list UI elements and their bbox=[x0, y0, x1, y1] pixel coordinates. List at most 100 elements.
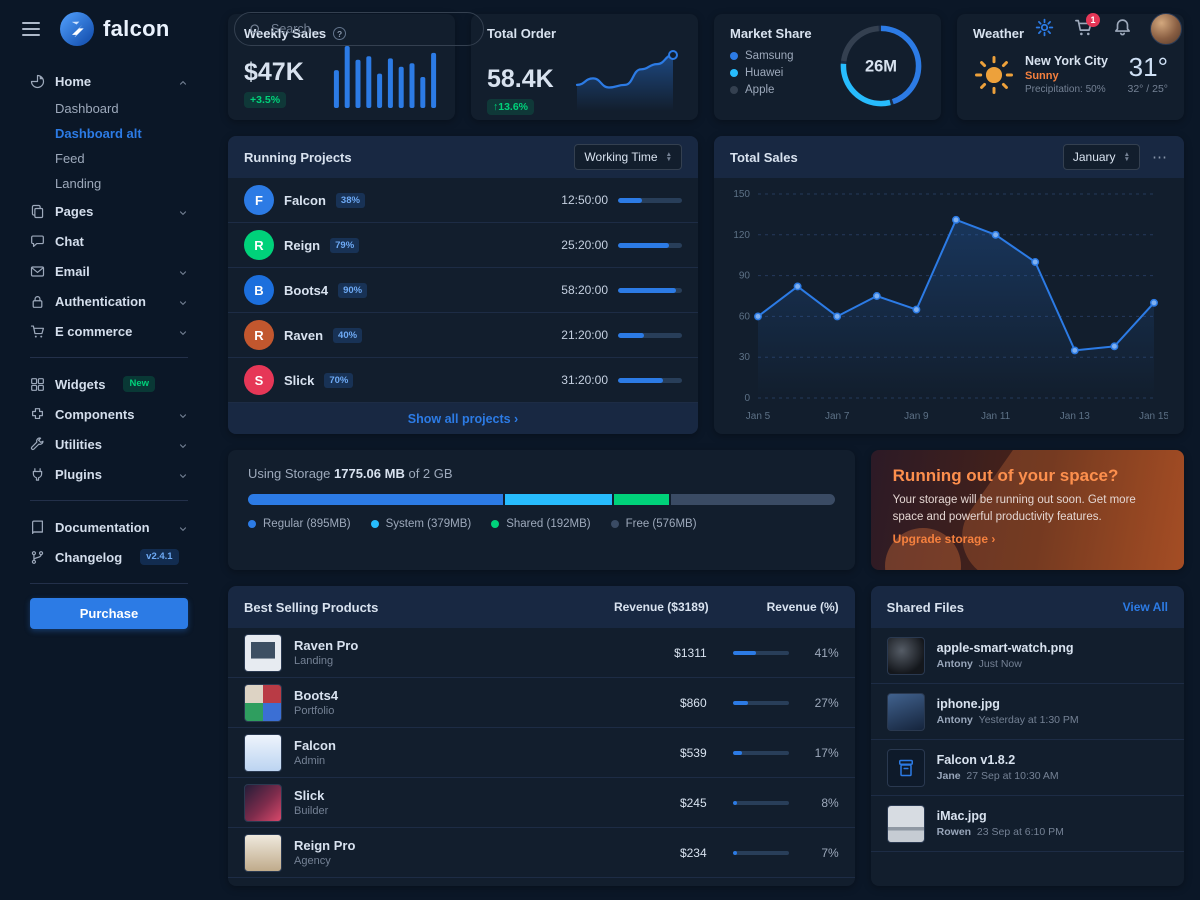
legend-label: Samsung bbox=[745, 50, 794, 62]
sidebar-item-chat[interactable]: Chat bbox=[30, 226, 188, 256]
product-percent: 8% bbox=[821, 795, 839, 810]
best-selling-title: Best Selling Products bbox=[244, 599, 379, 615]
sidebar-item-e-commerce[interactable]: E commerce bbox=[30, 316, 188, 346]
product-name[interactable]: Raven Pro bbox=[294, 638, 359, 653]
project-name[interactable]: Reign bbox=[284, 237, 321, 253]
product-row-falcon[interactable]: Falcon Admin $539 17% bbox=[228, 728, 855, 778]
file-thumbnail bbox=[886, 804, 925, 843]
total-sales-title: Total Sales bbox=[730, 149, 798, 165]
storage-legend-item: System (379MB) bbox=[370, 518, 471, 530]
file-thumbnail bbox=[886, 748, 925, 787]
file-row-falcon-v1-8-2[interactable]: Falcon v1.8.2 Jane 27 Sep at 10:30 AM bbox=[870, 740, 1184, 796]
sidebar-item-dashboard[interactable]: Dashboard bbox=[55, 101, 119, 116]
product-name[interactable]: Boots4 bbox=[294, 688, 339, 703]
sidebar-item-changelog[interactable]: Changelog v2.4.1 bbox=[30, 542, 188, 572]
falcon-logo[interactable]: falcon bbox=[60, 12, 212, 46]
product-row-raven-pro[interactable]: Raven Pro Landing $1311 41% bbox=[228, 628, 855, 678]
sidebar-item-plugins[interactable]: Plugins bbox=[30, 459, 188, 489]
sidebar-item-documentation[interactable]: Documentation bbox=[30, 512, 188, 542]
view-all-link[interactable]: View All bbox=[1122, 600, 1168, 614]
project-row-boots4[interactable]: B Boots4 90% 58:20:00 bbox=[228, 268, 698, 313]
file-name[interactable]: iphone.jpg bbox=[936, 697, 1000, 711]
total-order-badge: ↑13.6% bbox=[487, 99, 535, 115]
search-input[interactable] bbox=[271, 22, 469, 36]
project-name[interactable]: Boots4 bbox=[284, 282, 329, 298]
chevron-down-icon bbox=[178, 409, 188, 419]
chevron-down-icon bbox=[178, 266, 188, 276]
project-avatar: R bbox=[244, 230, 274, 260]
sidebar-item-widgets[interactable]: Widgets New bbox=[30, 369, 188, 399]
product-row-reign-pro[interactable]: Reign Pro Agency $234 7% bbox=[228, 828, 855, 878]
legend-label: Regular (895MB) bbox=[263, 518, 351, 530]
upgrade-storage-link[interactable]: Upgrade storage › bbox=[892, 532, 996, 547]
project-name[interactable]: Slick bbox=[284, 372, 315, 388]
legend-dot bbox=[491, 520, 500, 528]
purchase-button[interactable]: Purchase bbox=[30, 598, 188, 629]
product-name[interactable]: Falcon bbox=[294, 738, 336, 753]
product-thumbnail bbox=[244, 783, 282, 822]
project-time: 12:50:00 bbox=[561, 193, 608, 207]
user-avatar[interactable] bbox=[1150, 13, 1182, 45]
file-meta: Antony Yesterday at 1:30 PM bbox=[936, 714, 1079, 726]
sidebar-item-feed[interactable]: Feed bbox=[55, 151, 85, 166]
sidebar-item-landing[interactable]: Landing bbox=[55, 176, 102, 191]
select-carets-icon: ▲ ▼ bbox=[1123, 151, 1130, 163]
sidebar-item-utilities[interactable]: Utilities bbox=[30, 429, 188, 459]
hamburger-menu-button[interactable] bbox=[18, 18, 44, 40]
file-name[interactable]: Falcon v1.8.2 bbox=[936, 753, 1016, 767]
product-row-slick[interactable]: Slick Builder $245 8% bbox=[228, 778, 855, 828]
files-list: apple-smart-watch.png Antony Just Now ipho… bbox=[870, 628, 1184, 852]
ellipsis-icon[interactable]: ⋯ bbox=[1152, 148, 1168, 166]
legend-item-apple: Apple bbox=[730, 84, 812, 96]
show-all-projects-link[interactable]: Show all projects › bbox=[407, 411, 519, 426]
project-avatar: S bbox=[244, 365, 274, 395]
project-percent-badge: 90% bbox=[338, 282, 368, 298]
notifications-button[interactable] bbox=[1111, 18, 1133, 40]
product-percent: 7% bbox=[821, 845, 839, 860]
sidebar-item-label: Home bbox=[55, 73, 92, 89]
file-name[interactable]: apple-smart-watch.png bbox=[936, 641, 1074, 655]
select-value: Working Time bbox=[584, 150, 658, 164]
product-name[interactable]: Slick bbox=[294, 788, 325, 803]
sidebar-item-dashboard-alt[interactable]: Dashboard alt bbox=[55, 126, 142, 141]
project-row-reign[interactable]: R Reign 79% 25:20:00 bbox=[228, 223, 698, 268]
svg-text:120: 120 bbox=[733, 230, 750, 241]
storage-legend-item: Free (576MB) bbox=[610, 518, 697, 530]
sidebar-item-email[interactable]: Email bbox=[30, 256, 188, 286]
sidebar-item-home[interactable]: Home bbox=[30, 66, 188, 96]
market-share-title: Market Share bbox=[730, 26, 812, 41]
bell-icon bbox=[1113, 18, 1132, 37]
settings-gear-button[interactable] bbox=[1033, 18, 1055, 40]
falcon-logo-icon bbox=[60, 12, 94, 46]
chevron-down-icon bbox=[178, 206, 188, 216]
product-progress-bar bbox=[732, 850, 789, 855]
project-row-falcon[interactable]: F Falcon 38% 12:50:00 bbox=[228, 178, 698, 223]
search-box[interactable] bbox=[234, 12, 484, 46]
product-name[interactable]: Reign Pro bbox=[294, 838, 356, 853]
cart-button[interactable]: 1 bbox=[1072, 13, 1100, 40]
file-row-apple-smart-watch-png[interactable]: apple-smart-watch.png Antony Just Now bbox=[870, 628, 1184, 684]
product-revenue: $245 bbox=[679, 795, 707, 810]
file-row-iphone-jpg[interactable]: iphone.jpg Antony Yesterday at 1:30 PM bbox=[870, 684, 1184, 740]
sidebar-item-pages[interactable]: Pages bbox=[30, 196, 188, 226]
file-name[interactable]: iMac.jpg bbox=[936, 809, 987, 823]
svg-text:90: 90 bbox=[739, 271, 751, 282]
project-row-raven[interactable]: R Raven 40% 21:20:00 bbox=[228, 313, 698, 358]
month-select[interactable]: January ▲ ▼ bbox=[1062, 144, 1140, 170]
working-time-select[interactable]: Working Time ▲ ▼ bbox=[574, 144, 682, 170]
project-name[interactable]: Raven bbox=[284, 327, 324, 343]
sidebar-item-components[interactable]: Components bbox=[30, 399, 188, 429]
best-selling-products-card: Best Selling Products Revenue ($3189) Re… bbox=[228, 586, 855, 886]
sidebar-item-authentication[interactable]: Authentication bbox=[30, 286, 188, 316]
storage-legend-item: Shared (192MB) bbox=[491, 518, 591, 530]
file-row-imac-jpg[interactable]: iMac.jpg Rowen 23 Sep at 6:10 PM bbox=[870, 796, 1184, 852]
project-percent-badge: 38% bbox=[335, 192, 365, 208]
revenue-percent-column-header: Revenue (%) bbox=[766, 600, 839, 614]
product-row-boots4[interactable]: Boots4 Portfolio $860 27% bbox=[228, 678, 855, 728]
sidebar-item-label: Plugins bbox=[55, 466, 102, 482]
project-row-slick[interactable]: S Slick 70% 31:20:00 bbox=[228, 358, 698, 403]
archive-icon bbox=[896, 758, 916, 778]
legend-item-samsung: Samsung bbox=[730, 50, 812, 62]
project-name[interactable]: Falcon bbox=[284, 192, 326, 208]
comments-icon bbox=[30, 234, 45, 249]
